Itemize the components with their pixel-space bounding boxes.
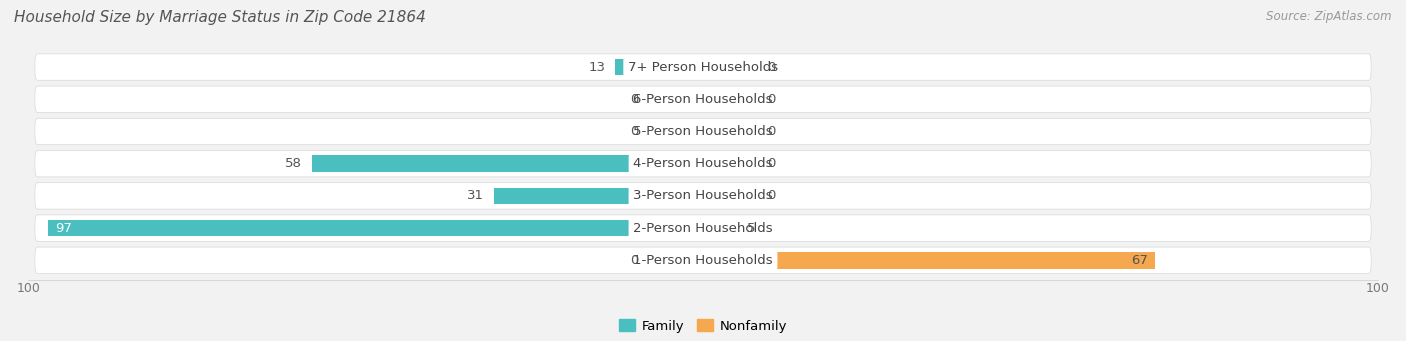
Text: 13: 13 <box>588 61 605 74</box>
Bar <box>48 220 703 236</box>
FancyBboxPatch shape <box>35 215 1371 241</box>
Text: 5: 5 <box>747 222 755 235</box>
Text: 1-Person Households: 1-Person Households <box>633 254 773 267</box>
FancyBboxPatch shape <box>35 86 1371 113</box>
Text: 0: 0 <box>630 93 638 106</box>
Bar <box>650 252 703 269</box>
Text: 5-Person Households: 5-Person Households <box>633 125 773 138</box>
Text: 0: 0 <box>768 157 776 170</box>
Text: 67: 67 <box>1132 254 1149 267</box>
Text: Household Size by Marriage Status in Zip Code 21864: Household Size by Marriage Status in Zip… <box>14 10 426 25</box>
Text: 0: 0 <box>768 61 776 74</box>
Text: 0: 0 <box>768 125 776 138</box>
Bar <box>703 155 756 172</box>
Text: Source: ZipAtlas.com: Source: ZipAtlas.com <box>1267 10 1392 23</box>
Text: 31: 31 <box>467 189 484 203</box>
FancyBboxPatch shape <box>35 247 1371 273</box>
Text: 0: 0 <box>768 189 776 203</box>
Bar <box>703 188 756 204</box>
Bar <box>494 188 703 204</box>
Bar <box>703 252 1156 269</box>
Text: 0: 0 <box>630 254 638 267</box>
FancyBboxPatch shape <box>35 150 1371 177</box>
Text: 0: 0 <box>768 93 776 106</box>
Text: 4-Person Households: 4-Person Households <box>633 157 773 170</box>
Bar <box>616 59 703 75</box>
FancyBboxPatch shape <box>35 118 1371 145</box>
Legend: Family, Nonfamily: Family, Nonfamily <box>613 314 793 338</box>
Bar <box>703 220 737 236</box>
Bar <box>703 59 756 75</box>
Bar <box>703 123 756 140</box>
Bar <box>312 155 703 172</box>
Bar <box>650 123 703 140</box>
Text: 6-Person Households: 6-Person Households <box>633 93 773 106</box>
Text: 2-Person Households: 2-Person Households <box>633 222 773 235</box>
FancyBboxPatch shape <box>35 54 1371 80</box>
Bar <box>650 91 703 108</box>
Text: 0: 0 <box>630 125 638 138</box>
Text: 58: 58 <box>284 157 301 170</box>
Text: 97: 97 <box>55 222 72 235</box>
Text: 7+ Person Households: 7+ Person Households <box>628 61 778 74</box>
FancyBboxPatch shape <box>35 183 1371 209</box>
Bar <box>703 91 756 108</box>
Text: 3-Person Households: 3-Person Households <box>633 189 773 203</box>
